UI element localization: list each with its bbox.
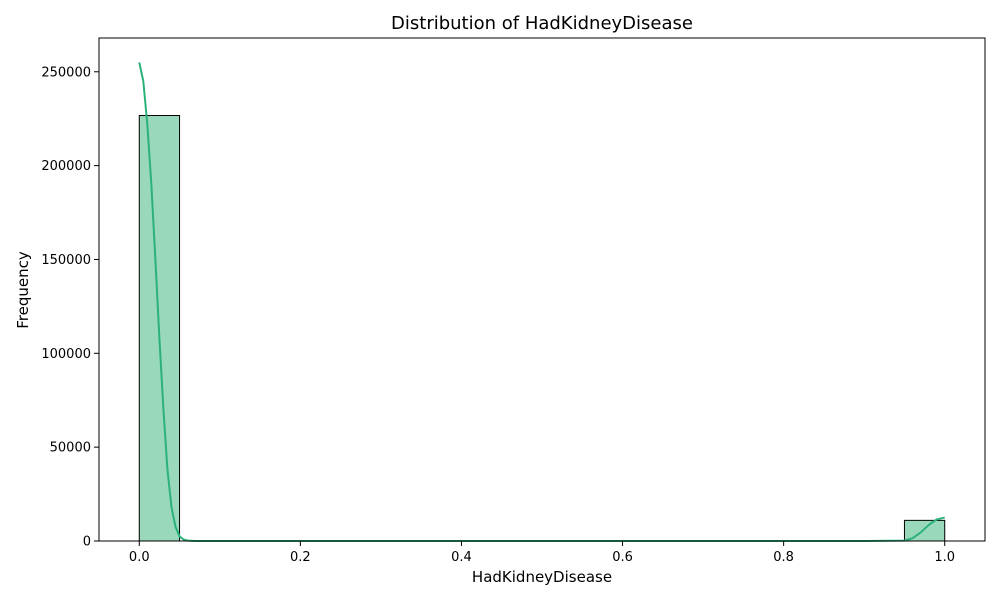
plot-area bbox=[138, 62, 946, 542]
y-tick-label: 0 bbox=[83, 535, 91, 550]
x-tick-label: 0.8 bbox=[773, 550, 794, 565]
y-axis-title: Frequency bbox=[14, 251, 32, 329]
y-tick-label: 250000 bbox=[41, 65, 91, 80]
x-tick-label: 0.2 bbox=[290, 550, 311, 565]
y-tick-label: 150000 bbox=[41, 253, 91, 268]
y-tick-label: 100000 bbox=[41, 347, 91, 362]
x-axis: 0.0 0.2 0.4 0.6 0.8 1.0 bbox=[129, 541, 955, 565]
x-tick-label: 1.0 bbox=[934, 550, 955, 565]
y-tick-label: 50000 bbox=[50, 441, 91, 456]
kde-curve bbox=[138, 62, 945, 542]
x-tick-label: 0.4 bbox=[451, 550, 472, 565]
y-axis: 0 50000 100000 150000 200000 250000 bbox=[41, 65, 99, 550]
x-axis-title: HadKidneyDisease bbox=[472, 568, 612, 586]
x-tick-label: 0.0 bbox=[129, 550, 150, 565]
x-tick-label: 0.6 bbox=[612, 550, 633, 565]
y-tick-label: 200000 bbox=[41, 159, 91, 174]
chart-title: Distribution of HadKidneyDisease bbox=[391, 13, 693, 34]
plot-frame bbox=[98, 37, 986, 542]
